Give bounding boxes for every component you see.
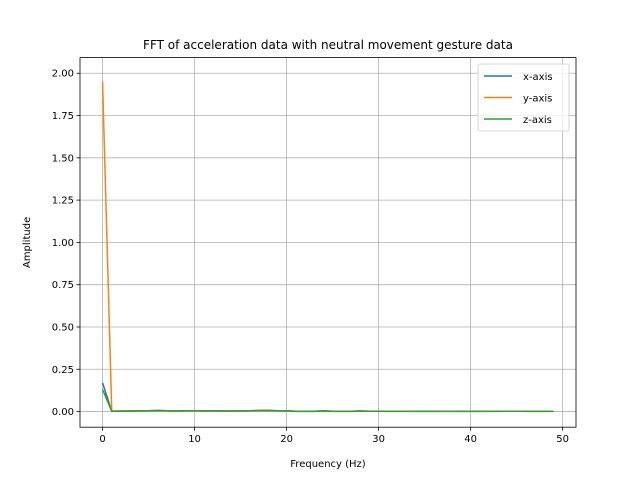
z-axis-series-line [101, 389, 554, 413]
y-tick-label: 0.00 [52, 407, 74, 418]
legend-box [477, 63, 570, 132]
plot-series [101, 81, 554, 413]
y-axis-ticks: 0.00 0.25 0.50 0.75 1.00 1.25 1.50 1.75 2.00 [52, 69, 80, 418]
y-tick-label: 1.75 [52, 111, 74, 122]
y-tick-label: 1.25 [52, 196, 74, 207]
grid [80, 57, 576, 428]
x-tick-label: 50 [556, 434, 569, 445]
y-tick-label: 2.00 [52, 69, 74, 80]
x-tick-label: 10 [188, 434, 201, 445]
x-tick-label: 40 [464, 434, 477, 445]
legend-label: y-axis [523, 94, 552, 105]
x-tick-label: 20 [280, 434, 293, 445]
y-tick-label: 0.50 [52, 322, 74, 333]
y-axis-title: Amplitude [22, 217, 33, 268]
y-tick-label: 0.75 [52, 280, 74, 291]
x-tick-label: 30 [372, 434, 385, 445]
x-axis-ticks: 0 10 20 30 40 50 [99, 427, 569, 445]
legend-label: z-axis [523, 115, 552, 126]
x-axis-title: Frequency (Hz) [290, 459, 366, 470]
legend-label: x-axis [523, 72, 553, 83]
y-tick-label: 0.25 [52, 365, 74, 376]
y-tick-label: 1.00 [52, 238, 74, 249]
legend: x-axis y-axis z-axis [477, 63, 570, 132]
y-tick-label: 1.50 [52, 153, 74, 164]
x-tick-label: 0 [99, 434, 105, 445]
chart-title: FFT of acceleration data with neutral mo… [143, 38, 513, 52]
